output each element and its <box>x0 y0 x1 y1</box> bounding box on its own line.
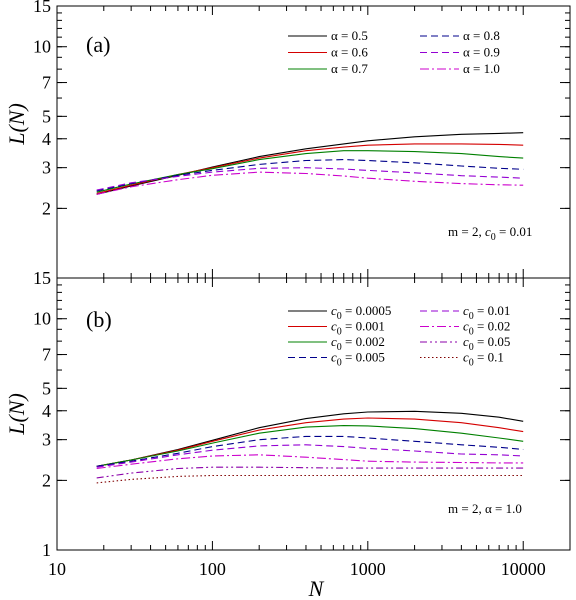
legend-entry: c0 = 0.0005 <box>331 303 391 322</box>
y-tick-label: 10 <box>33 37 51 57</box>
legend-entry: α = 0.5 <box>331 28 368 43</box>
x-tick-label: 10000 <box>501 559 546 579</box>
legend-entry: α = 0.9 <box>463 45 500 60</box>
series-line-5 <box>96 444 524 468</box>
x-axis: 10 100 1000 10000 <box>48 559 546 579</box>
series-line-8 <box>96 474 524 484</box>
plot-frame <box>56 277 571 551</box>
y-axis-label: L(N) <box>4 393 29 436</box>
y-tick-label: 1 <box>42 540 51 560</box>
y-axis-label: L(N) <box>4 103 29 146</box>
y-tick-label: 7 <box>42 73 51 93</box>
series-line-1 <box>96 410 524 467</box>
panel-label: (b) <box>86 307 112 332</box>
y-tick-label: 15 <box>33 268 51 288</box>
series-line-3 <box>96 425 524 467</box>
y-tick-label: 4 <box>42 129 51 149</box>
legend-entry: c0 = 0.002 <box>331 334 385 353</box>
y-tick-label: 3 <box>42 430 51 450</box>
y-tick-label: 15 <box>33 0 51 16</box>
y-tick-label: 4 <box>42 401 51 421</box>
legend-entry: α = 0.6 <box>331 45 368 60</box>
parameter-annotation: m = 2, α = 1.0 <box>448 501 522 516</box>
series-line-7 <box>96 466 524 479</box>
panel-label: (a) <box>86 32 110 57</box>
parameter-annotation: m = 2, c0 = 0.01 <box>448 224 532 243</box>
y-tick-label: 7 <box>42 345 51 365</box>
x-axis-label: N <box>308 576 325 600</box>
legend-entry: α = 0.8 <box>463 28 500 43</box>
legend-entry: c0 = 0.005 <box>331 350 385 369</box>
x-tick-label: 1000 <box>350 559 386 579</box>
series-line-4 <box>96 435 524 467</box>
legend-entry: c0 = 0.1 <box>463 350 504 369</box>
series-line-3 <box>96 150 524 193</box>
y-tick-label: 5 <box>42 378 51 398</box>
y-tick-label: 10 <box>33 309 51 329</box>
series-line-1 <box>96 132 524 195</box>
y-tick-label: 3 <box>42 158 51 178</box>
x-tick-label: 10 <box>48 559 66 579</box>
legend-entry: c0 = 0.01 <box>463 303 510 322</box>
legend-entry: c0 = 0.001 <box>331 319 385 338</box>
y-tick-label: 5 <box>42 106 51 126</box>
y-tick-label: 2 <box>42 198 51 218</box>
series-line-2 <box>96 417 524 467</box>
legend-entry: α = 1.0 <box>463 61 500 76</box>
series-line-2 <box>96 143 524 195</box>
x-tick-label: 100 <box>199 559 226 579</box>
series-line-6 <box>96 454 524 470</box>
series-line-6 <box>96 171 524 195</box>
y-tick-label: 2 <box>42 470 51 490</box>
legend: α = 0.5 α = 0.6α = 0.7 α = 0.8 α = 0.9α = 1… <box>288 28 500 76</box>
legend-entry: c0 = 0.05 <box>463 334 510 353</box>
legend-entry: α = 0.7 <box>331 61 368 76</box>
legend-entry: c0 = 0.02 <box>463 319 510 338</box>
